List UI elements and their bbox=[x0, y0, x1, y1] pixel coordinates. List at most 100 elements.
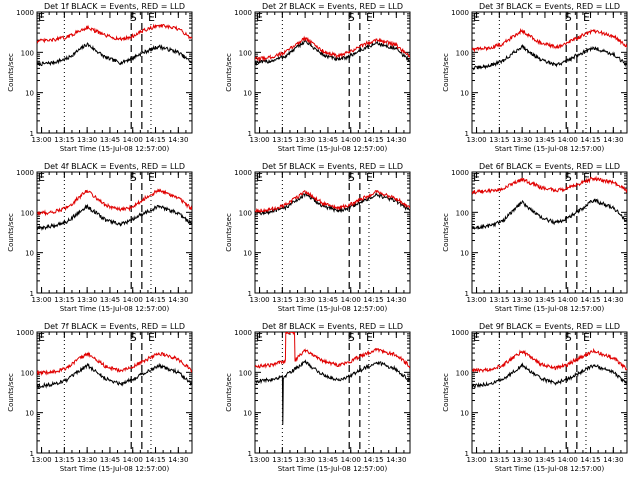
y-tick-label: 100 bbox=[21, 209, 34, 217]
x-tick-label: 13:30 bbox=[512, 456, 532, 464]
x-tick-label: 13:15 bbox=[54, 136, 74, 144]
series-line-events bbox=[472, 198, 627, 230]
y-tick-label: 10 bbox=[460, 250, 469, 258]
panel-title: Det 1f BLACK = Events, RED = LLD bbox=[44, 2, 185, 11]
marker-s: S bbox=[348, 331, 355, 344]
y-tick-label: 100 bbox=[456, 209, 469, 217]
x-tick-label: 13:30 bbox=[295, 296, 315, 304]
series-line-events bbox=[255, 38, 410, 67]
panel-7: Det 7f BLACK = Events, RED = LLD 1 10 100 10… bbox=[7, 322, 193, 473]
x-axis-label: Start Time (15-Jul-08 12:57:00) bbox=[495, 305, 605, 313]
y-tick-label: 1000 bbox=[234, 9, 252, 17]
y-tick-label: 1000 bbox=[16, 169, 34, 177]
marker-e: E bbox=[366, 331, 373, 344]
x-tick-label: 13:00 bbox=[249, 296, 269, 304]
series-line-lld bbox=[255, 189, 410, 213]
x-tick-label: 14:00 bbox=[123, 456, 143, 464]
x-tick-label: 13:15 bbox=[489, 136, 509, 144]
x-tick-label: 13:30 bbox=[77, 296, 97, 304]
x-tick-label: 14:15 bbox=[145, 136, 165, 144]
x-tick-label: 13:45 bbox=[535, 456, 555, 464]
y-tick-label: 1 bbox=[30, 290, 34, 298]
x-tick-label: 14:15 bbox=[580, 136, 600, 144]
x-axis-label: Start Time (15-Jul-08 12:57:00) bbox=[60, 145, 170, 153]
y-axis-label: Counts/sec bbox=[7, 53, 15, 92]
plot-frame bbox=[36, 171, 193, 294]
y-tick-label: 1 bbox=[248, 290, 252, 298]
y-tick-label: 10 bbox=[460, 90, 469, 98]
y-tick-label: 10 bbox=[243, 90, 252, 98]
x-axis-label: Start Time (15-Jul-08 12:57:00) bbox=[278, 305, 388, 313]
x-axis-label: Start Time (15-Jul-08 12:57:00) bbox=[495, 465, 605, 473]
marker-e-left: E bbox=[256, 11, 263, 24]
y-tick-label: 1 bbox=[30, 450, 34, 458]
marker-s: S bbox=[565, 11, 572, 24]
series-line-lld bbox=[37, 351, 192, 377]
x-tick-label: 13:15 bbox=[272, 456, 292, 464]
x-tick-label: 14:00 bbox=[123, 136, 143, 144]
panel-title: Det 9f BLACK = Events, RED = LLD bbox=[479, 322, 620, 331]
x-tick-label: 14:30 bbox=[386, 456, 406, 464]
plot-frame bbox=[471, 331, 628, 454]
y-tick-label: 10 bbox=[25, 410, 34, 418]
y-tick-label: 10 bbox=[243, 410, 252, 418]
y-tick-label: 1000 bbox=[234, 329, 252, 337]
y-axis-label: Counts/sec bbox=[442, 213, 450, 252]
x-tick-label: 14:30 bbox=[386, 296, 406, 304]
marker-s: S bbox=[130, 331, 137, 344]
x-tick-label: 13:45 bbox=[535, 136, 555, 144]
panel-title: Det 2f BLACK = Events, RED = LLD bbox=[262, 2, 403, 11]
x-tick-label: 14:30 bbox=[603, 296, 623, 304]
x-tick-label: 13:00 bbox=[466, 456, 486, 464]
x-tick-label: 13:30 bbox=[512, 136, 532, 144]
x-tick-label: 13:15 bbox=[54, 456, 74, 464]
plot-frame bbox=[254, 331, 411, 454]
plot-frame bbox=[471, 171, 628, 294]
plot-frame bbox=[254, 171, 411, 294]
y-tick-label: 100 bbox=[456, 369, 469, 377]
plot-frame bbox=[471, 11, 628, 134]
x-tick-label: 13:15 bbox=[489, 456, 509, 464]
y-axis-label: Counts/sec bbox=[442, 373, 450, 412]
series-line-events bbox=[37, 203, 192, 232]
y-tick-label: 1 bbox=[248, 450, 252, 458]
x-tick-label: 14:00 bbox=[558, 456, 578, 464]
marker-e-left: E bbox=[473, 11, 480, 24]
marker-e: E bbox=[583, 11, 590, 24]
panel-9: Det 9f BLACK = Events, RED = LLD 1 10 100 10… bbox=[442, 322, 628, 473]
series-line-lld bbox=[255, 332, 410, 369]
x-tick-label: 13:45 bbox=[100, 456, 120, 464]
y-tick-label: 100 bbox=[456, 49, 469, 57]
y-tick-label: 1000 bbox=[16, 9, 34, 17]
y-tick-label: 1000 bbox=[234, 169, 252, 177]
x-tick-label: 14:15 bbox=[145, 456, 165, 464]
marker-e-left: E bbox=[256, 171, 263, 184]
x-tick-label: 13:00 bbox=[466, 296, 486, 304]
panel-6: Det 6f BLACK = Events, RED = LLD 1 10 100 10… bbox=[442, 162, 628, 313]
x-tick-label: 13:15 bbox=[272, 136, 292, 144]
x-tick-label: 14:00 bbox=[558, 296, 578, 304]
series-line-lld bbox=[472, 27, 627, 53]
x-tick-label: 13:45 bbox=[100, 136, 120, 144]
x-axis-label: Start Time (15-Jul-08 12:57:00) bbox=[60, 305, 170, 313]
x-tick-label: 14:30 bbox=[168, 136, 188, 144]
y-tick-label: 100 bbox=[239, 369, 252, 377]
series-line-events bbox=[37, 42, 192, 67]
marker-e-left: E bbox=[38, 331, 45, 344]
plot-data bbox=[37, 188, 192, 232]
y-tick-label: 10 bbox=[243, 250, 252, 258]
x-tick-label: 13:15 bbox=[272, 296, 292, 304]
panel-2: Det 2f BLACK = Events, RED = LLD 1 10 100 10… bbox=[225, 2, 411, 153]
marker-e: E bbox=[148, 11, 155, 24]
x-tick-label: 13:00 bbox=[466, 136, 486, 144]
panel-title: Det 5f BLACK = Events, RED = LLD bbox=[262, 162, 403, 171]
x-tick-label: 13:30 bbox=[512, 296, 532, 304]
plot-data bbox=[472, 347, 627, 389]
panel-title: Det 8f BLACK = Events, RED = LLD bbox=[262, 322, 403, 331]
series-line-events bbox=[255, 359, 410, 425]
x-tick-label: 13:15 bbox=[489, 296, 509, 304]
panel-title: Det 6f BLACK = Events, RED = LLD bbox=[479, 162, 620, 171]
y-tick-label: 1 bbox=[465, 130, 469, 138]
y-tick-label: 10 bbox=[25, 90, 34, 98]
